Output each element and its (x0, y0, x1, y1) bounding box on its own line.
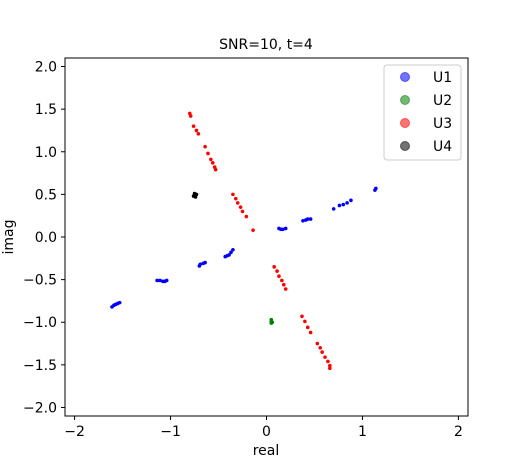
data-point-u3 (196, 132, 201, 136)
data-point-u3 (303, 319, 307, 324)
data-point-u1 (337, 203, 342, 208)
y-axis: −2.0 −1.5 −1.0 −0.5 0.0 0.5 1.0 1.5 2.0 (23, 60, 65, 416)
x-tick-label: 0 (262, 424, 271, 440)
data-point-u3 (240, 209, 245, 214)
data-point-u3 (251, 228, 255, 232)
data-point-u2 (269, 321, 274, 325)
data-point-u1 (308, 217, 313, 221)
legend-marker-u2 (400, 95, 410, 105)
legend-marker-u1 (400, 72, 410, 82)
y-tick-label: 1.0 (35, 145, 57, 161)
data-point-u3 (300, 314, 304, 319)
legend-frame (383, 64, 462, 161)
data-point-u1 (164, 278, 169, 283)
chart-title: SNR=10, t=4 (219, 37, 313, 53)
data-point-u1 (374, 186, 378, 191)
y-tick-label: −1.0 (23, 315, 57, 331)
data-point-u1 (227, 253, 231, 257)
data-point-u3 (320, 350, 324, 354)
y-tick-label: 1.5 (35, 102, 57, 118)
data-point-u1 (283, 226, 288, 231)
data-point-u3 (235, 201, 240, 205)
data-point-u3 (238, 205, 243, 209)
data-point-u3 (233, 196, 238, 201)
data-point-u3 (213, 167, 218, 172)
data-point-u1 (155, 278, 159, 283)
data-point-u3 (277, 274, 281, 279)
plot-area (110, 111, 378, 371)
data-point-u1 (305, 217, 310, 221)
chart-legend: U1 U2 U3 U4 (383, 64, 462, 161)
data-point-u3 (210, 161, 215, 165)
data-point-u1 (229, 250, 233, 255)
y-tick-label: −0.5 (23, 273, 57, 289)
data-point-u3 (283, 287, 288, 291)
data-point-u3 (323, 355, 327, 359)
series-u4 (191, 191, 199, 199)
y-tick-label: −2.0 (23, 400, 57, 416)
data-point-u3 (209, 157, 213, 162)
data-point-u3 (326, 359, 330, 364)
y-tick-label: 0.5 (35, 187, 57, 203)
legend-label-u3: U3 (433, 116, 452, 132)
data-point-u3 (191, 124, 196, 128)
data-point-u1 (158, 278, 162, 283)
data-point-u3 (328, 366, 332, 371)
data-point-u3 (318, 346, 323, 350)
series-u2 (269, 317, 275, 325)
legend-marker-u4 (400, 141, 410, 151)
x-axis-label: real (253, 443, 280, 459)
data-point-u3 (275, 269, 279, 273)
y-tick-label: 0.0 (35, 230, 57, 246)
data-point-u3 (280, 278, 284, 283)
legend-label-u1: U1 (433, 70, 452, 86)
legend-label-u4: U4 (433, 139, 452, 155)
series-u1 (110, 186, 378, 309)
data-point-u1 (203, 260, 207, 265)
data-point-u3 (305, 325, 310, 330)
data-point-u3 (244, 214, 249, 219)
data-point-u3 (194, 128, 199, 133)
x-tick-label: 1 (358, 424, 367, 440)
data-point-u1 (281, 227, 285, 232)
data-point-u4 (193, 195, 198, 199)
data-point-u1 (117, 300, 122, 305)
data-point-u3 (203, 144, 207, 149)
data-point-u1 (301, 219, 305, 223)
data-point-u3 (272, 265, 276, 269)
data-point-u1 (345, 201, 349, 205)
x-axis: −2 −1 0 1 2 (64, 416, 463, 440)
series-u3 (187, 111, 332, 371)
data-point-u3 (206, 151, 210, 156)
data-point-u1 (331, 207, 336, 211)
data-point-u3 (328, 363, 332, 368)
x-tick-label: −2 (64, 424, 85, 440)
data-point-u3 (188, 114, 193, 118)
y-tick-label: 2.0 (35, 60, 57, 76)
data-point-u3 (281, 282, 286, 287)
data-point-u3 (231, 192, 235, 197)
y-axis-label: imag (1, 220, 17, 255)
x-tick-label: −1 (160, 424, 181, 440)
data-point-u1 (341, 202, 346, 207)
data-point-u1 (231, 247, 235, 252)
x-tick-label: 2 (454, 424, 463, 440)
data-point-u1 (198, 262, 203, 267)
data-point-u3 (315, 341, 320, 346)
legend-label-u2: U2 (433, 93, 452, 109)
legend-marker-u3 (400, 118, 410, 128)
data-point-u1 (349, 198, 353, 203)
y-tick-label: −1.5 (23, 358, 57, 374)
data-point-u3 (308, 330, 313, 335)
